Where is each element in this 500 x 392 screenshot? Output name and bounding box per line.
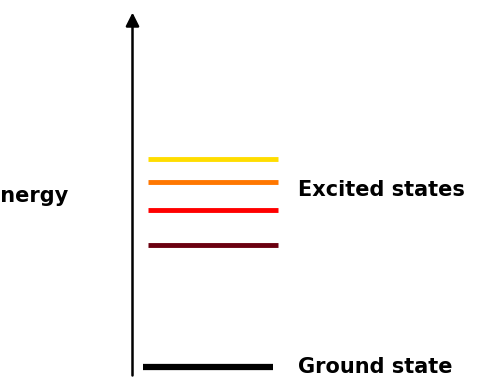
Text: Ground state: Ground state [298, 356, 452, 377]
Text: Energy: Energy [0, 186, 68, 206]
Text: Excited states: Excited states [298, 180, 464, 200]
